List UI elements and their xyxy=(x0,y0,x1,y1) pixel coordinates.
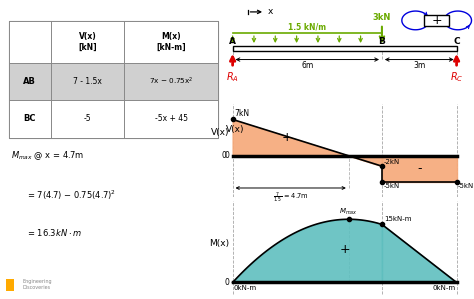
Text: 0kN-m: 0kN-m xyxy=(432,285,456,291)
Text: C: C xyxy=(453,36,460,45)
Text: 15kN-m: 15kN-m xyxy=(384,216,412,222)
Text: 0: 0 xyxy=(221,151,227,160)
Text: 3kN: 3kN xyxy=(373,13,391,22)
Text: $R_A$: $R_A$ xyxy=(226,70,239,83)
Text: +: + xyxy=(282,131,292,144)
Text: B: B xyxy=(378,36,385,45)
Text: $M_{max}$: $M_{max}$ xyxy=(339,207,358,217)
Text: -5: -5 xyxy=(83,114,91,123)
Text: M(x)
[kN-m]: M(x) [kN-m] xyxy=(156,32,186,51)
Bar xyxy=(9,63,219,100)
Text: AB: AB xyxy=(23,77,36,86)
Text: M(x): M(x) xyxy=(209,239,229,248)
Text: +: + xyxy=(339,243,350,256)
Text: A: A xyxy=(229,36,236,45)
Text: -5kN: -5kN xyxy=(458,183,474,189)
Bar xyxy=(424,15,449,26)
Text: -5kN: -5kN xyxy=(384,183,400,189)
Text: $+$: $+$ xyxy=(431,14,442,27)
Text: 6m: 6m xyxy=(301,61,313,70)
Text: -2kN: -2kN xyxy=(384,159,400,165)
Text: 7 - 1.5x: 7 - 1.5x xyxy=(73,77,102,86)
Text: 7kN: 7kN xyxy=(234,109,249,118)
Text: 0kN-m: 0kN-m xyxy=(234,285,257,291)
Text: V(x): V(x) xyxy=(210,128,229,137)
Text: -: - xyxy=(417,162,421,175)
Text: -5x + 45: -5x + 45 xyxy=(155,114,188,123)
Text: E: E xyxy=(7,280,13,290)
Text: $\frac{7}{1.5}$ = 4.7m: $\frac{7}{1.5}$ = 4.7m xyxy=(273,190,309,205)
Text: 7x $-$ 0.75x$^2$: 7x $-$ 0.75x$^2$ xyxy=(149,76,193,87)
Bar xyxy=(233,46,456,51)
Text: = 7(4.7) $-$ 0.75(4.7)$^2$: = 7(4.7) $-$ 0.75(4.7)$^2$ xyxy=(27,188,116,202)
Text: $M_{max}$ @ x = 4.7m: $M_{max}$ @ x = 4.7m xyxy=(11,150,84,162)
Bar xyxy=(9,100,219,138)
Text: = 16.3$kN \cdot m$: = 16.3$kN \cdot m$ xyxy=(27,227,82,238)
Text: BC: BC xyxy=(24,114,36,123)
Text: 1.5 kN/m: 1.5 kN/m xyxy=(288,23,326,32)
Text: V(x)
[kN]: V(x) [kN] xyxy=(78,32,97,51)
Text: $R_C$: $R_C$ xyxy=(450,70,463,83)
Text: 0: 0 xyxy=(224,278,229,287)
Text: V(x): V(x) xyxy=(227,125,245,134)
Text: Engineering
Discoveries: Engineering Discoveries xyxy=(22,279,52,290)
Text: 3m: 3m xyxy=(413,61,425,70)
Bar xyxy=(9,21,219,138)
Text: 0: 0 xyxy=(225,151,229,160)
Text: x: x xyxy=(267,7,273,16)
Bar xyxy=(9,21,219,63)
